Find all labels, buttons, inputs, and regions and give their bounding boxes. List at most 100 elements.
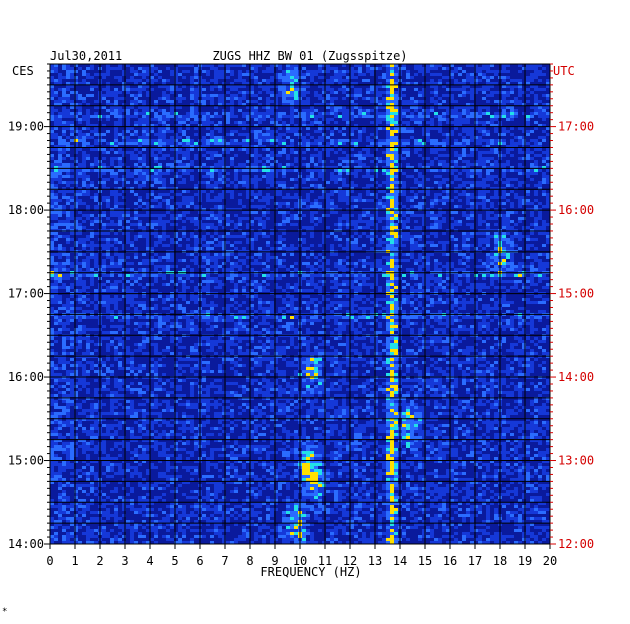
spectrogram-cell [406, 121, 410, 124]
spectrogram-cell [278, 133, 282, 136]
spectrogram-cell [138, 172, 142, 175]
spectrogram-cell [278, 64, 282, 67]
spectrogram-cell [178, 121, 182, 124]
spectrogram-cell [254, 193, 258, 196]
spectrogram-cell [422, 109, 426, 112]
spectrogram-cell [254, 187, 258, 190]
spectrogram-cell [126, 226, 130, 229]
spectrogram-cell [318, 274, 322, 277]
spectrogram-cell [146, 127, 150, 130]
spectrogram-cell [202, 226, 206, 229]
spectrogram-cell [534, 223, 538, 226]
spectrogram-cell [334, 223, 338, 226]
spectrogram-cell [166, 235, 170, 238]
spectrogram-cell [126, 121, 130, 124]
spectrogram-cell [70, 247, 74, 250]
spectrogram-cell [466, 91, 470, 94]
spectrogram-cell [230, 94, 234, 97]
spectrogram-cell [370, 154, 374, 157]
spectrogram-cell [314, 103, 318, 106]
spectrogram-cell [358, 91, 362, 94]
spectrogram-cell [162, 91, 166, 94]
spectrogram-cell [142, 139, 146, 142]
spectrogram-cell [350, 142, 354, 145]
spectrogram-cell [206, 211, 210, 214]
spectrogram-cell [86, 274, 90, 277]
spectrogram-cell [62, 100, 66, 103]
spectrogram-cell [310, 154, 314, 157]
spectrogram-cell [426, 262, 430, 265]
spectrogram-cell [386, 136, 390, 139]
spectrogram-cell [242, 178, 246, 181]
spectrogram-cell [146, 136, 150, 139]
spectrogram-cell [318, 145, 322, 148]
spectrogram-cell [106, 196, 110, 199]
spectrogram-cell [430, 142, 434, 145]
spectrogram-cell [326, 214, 330, 217]
spectrogram-cell [490, 178, 494, 181]
spectrogram-cell [86, 187, 90, 190]
spectrogram-cell [354, 205, 358, 208]
spectrogram-cell [542, 226, 546, 229]
spectrogram-cell [210, 235, 214, 238]
spectrogram-cell [462, 160, 466, 163]
spectrogram-cell [50, 256, 54, 259]
spectrogram-cell [490, 118, 494, 121]
spectrogram-cell [326, 199, 330, 202]
spectrogram-cell [210, 190, 214, 193]
spectrogram-cell [354, 145, 358, 148]
spectrogram-cell [538, 88, 542, 91]
spectrogram-cell [434, 169, 438, 172]
spectrogram-cell [390, 70, 394, 73]
spectrogram-cell [154, 154, 158, 157]
spectrogram-cell [86, 208, 90, 211]
spectrogram-cell [526, 130, 530, 133]
spectrogram-cell [122, 208, 126, 211]
spectrogram-cell [402, 127, 406, 130]
spectrogram-cell [94, 124, 98, 127]
spectrogram-cell [266, 244, 270, 247]
spectrogram-cell [338, 265, 342, 268]
spectrogram-cell [310, 226, 314, 229]
spectrogram-cell [434, 91, 438, 94]
spectrogram-cell [182, 157, 186, 160]
spectrogram-cell [210, 130, 214, 133]
spectrogram-cell [130, 151, 134, 154]
spectrogram-cell [142, 124, 146, 127]
spectrogram-cell [62, 247, 66, 250]
spectrogram-cell [310, 169, 314, 172]
spectrogram-cell [142, 154, 146, 157]
spectrogram-cell [382, 76, 386, 79]
spectrogram-cell [326, 127, 330, 130]
spectrogram-cell [470, 76, 474, 79]
spectrogram-cell [294, 202, 298, 205]
spectrogram-cell [482, 178, 486, 181]
spectrogram-cell [446, 262, 450, 265]
spectrogram-cell [126, 127, 130, 130]
spectrogram-cell [390, 127, 394, 130]
spectrogram-cell [118, 91, 122, 94]
spectrogram-cell [530, 169, 534, 172]
spectrogram-cell [502, 115, 506, 118]
spectrogram-cell [146, 232, 150, 235]
spectrogram-cell [154, 244, 158, 247]
spectrogram-cell [390, 196, 394, 199]
spectrogram-cell [314, 169, 318, 172]
spectrogram-cell [58, 256, 62, 259]
spectrogram-cell [314, 142, 318, 145]
spectrogram-cell [250, 163, 254, 166]
spectrogram-cell [534, 73, 538, 76]
spectrogram-cell [474, 76, 478, 79]
spectrogram-cell [210, 226, 214, 229]
spectrogram-cell [502, 85, 506, 88]
spectrogram-cell [122, 151, 126, 154]
spectrogram-cell [206, 97, 210, 100]
spectrogram-cell [238, 103, 242, 106]
spectrogram-cell [274, 145, 278, 148]
spectrogram-cell [386, 91, 390, 94]
spectrogram-cell [386, 214, 390, 217]
spectrogram-cell [326, 148, 330, 151]
spectrogram-cell [202, 175, 206, 178]
spectrogram-cell [446, 94, 450, 97]
spectrogram-cell [430, 226, 434, 229]
